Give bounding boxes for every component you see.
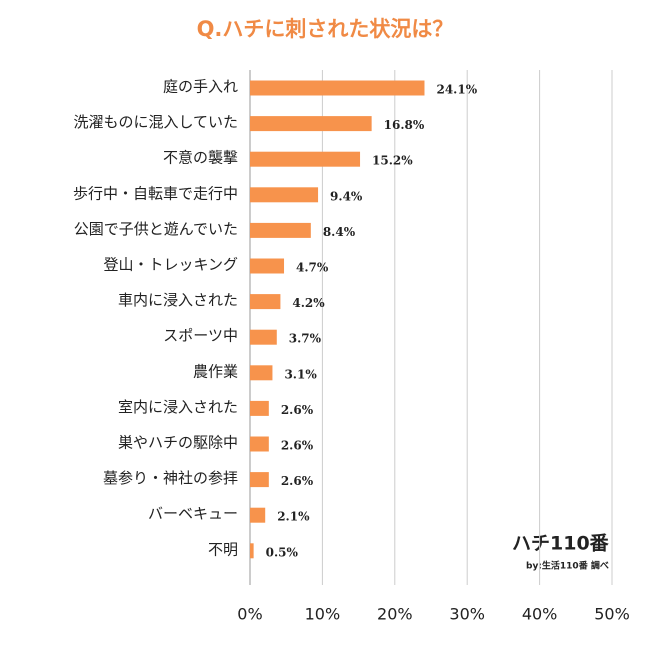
x-tick-label: 50% [594,605,630,624]
y-tick-label: 室内に浸入された [118,398,238,416]
bar [250,116,372,132]
y-tick-label: 洗濯ものに混入していた [73,113,238,131]
value-label: 16.8% [384,118,425,132]
bar [250,365,273,381]
y-tick-label: 庭の手入れ [163,78,238,96]
y-tick-label: 農作業 [193,362,238,380]
logo: ハチ110番 by:生活110番 調べ [512,533,610,572]
bar [250,258,285,274]
value-label: 4.7% [296,261,329,275]
value-label: 3.1% [284,367,317,381]
y-tick-label: 歩行中・自転車で走行中 [73,184,238,202]
logo-credit: by:生活110番 調べ [526,560,609,572]
bar [250,436,269,452]
x-tick-label: 40% [522,605,558,624]
x-tick-label: 30% [449,605,485,624]
bar [250,507,266,523]
bar [250,294,281,310]
value-label: 24.1% [436,83,477,97]
value-label: 4.2% [292,296,325,310]
y-tick-label: 車内に浸入された [118,291,238,309]
value-label: 2.6% [281,439,314,453]
bar [250,151,361,167]
bar [250,222,311,238]
bar [250,80,425,96]
y-tick-label: 巣やハチの駆除中 [118,434,238,452]
logo-name: ハチ110番 [512,533,610,555]
bar [250,329,277,345]
bar [250,187,319,203]
y-tick-label: 不明 [208,540,238,558]
value-label: 2.6% [281,403,314,417]
value-label: 8.4% [323,225,356,239]
y-tick-label: 墓参り・神社の参拝 [103,469,238,487]
y-tick-label: スポーツ中 [163,327,238,345]
y-tick-label: 公園で子供と遊んでいた [74,220,238,238]
x-tick-label: 0% [237,605,262,624]
value-label: 15.2% [372,154,413,168]
chart-title: Q.ハチに刺された状況は？ [197,17,454,41]
value-label: 9.4% [330,189,363,203]
value-label: 2.1% [277,510,310,524]
bar [250,543,254,559]
x-tick-label: 10% [305,605,341,624]
bar [250,400,269,416]
y-tick-label: 不意の襲撃 [163,149,238,167]
value-label: 3.7% [289,332,322,346]
value-label: 2.6% [281,474,314,488]
bar [250,472,269,488]
y-tick-label: 登山・トレッキング [103,256,238,274]
x-tick-label: 20% [377,605,413,624]
value-label: 0.5% [266,545,299,559]
y-tick-label: バーベキュー [148,505,238,523]
